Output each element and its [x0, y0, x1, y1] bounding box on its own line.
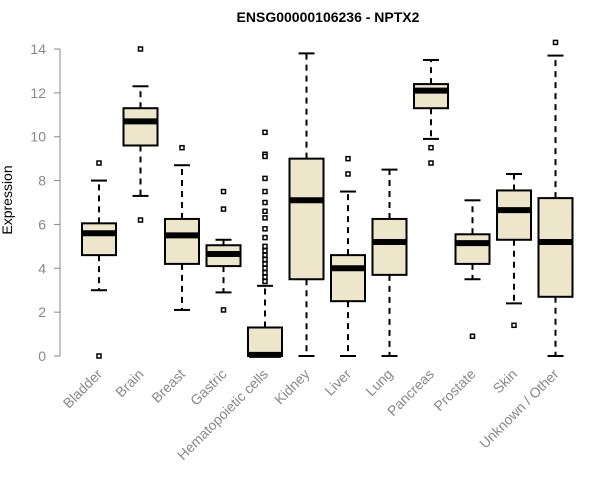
outlier-point: [262, 199, 268, 206]
box-prostate: [454, 199, 491, 340]
box-gastric: [205, 188, 242, 313]
outlier-point: [262, 256, 268, 263]
outlier-point: [262, 175, 268, 182]
x-category-label: Kidney: [271, 366, 313, 408]
box-brain: [122, 46, 159, 223]
box-iqr: [164, 217, 200, 265]
outlier-point: [345, 155, 351, 162]
outlier-point: [262, 252, 268, 258]
outlier-point: [137, 217, 144, 223]
x-category-label: Liver: [321, 366, 354, 399]
y-tick-label: 2: [38, 304, 46, 320]
x-category-label: Bladder: [60, 366, 106, 412]
outlier-point: [137, 46, 144, 52]
x-category-label: Unknown / Other: [476, 366, 562, 452]
box-iqr: [537, 197, 574, 298]
outlier-point: [262, 243, 268, 250]
outlier-point: [96, 353, 102, 359]
outlier-point: [262, 215, 268, 221]
y-tick-label: 0: [38, 348, 46, 364]
outlier-point: [96, 160, 102, 166]
x-category-label: Skin: [490, 366, 521, 397]
boxes-group: [81, 39, 574, 359]
outlier-point: [262, 188, 268, 195]
y-tick-label: 8: [38, 173, 46, 189]
box-kidney: [288, 52, 325, 357]
outlier-point: [262, 261, 268, 267]
outlier-point: [511, 322, 517, 329]
chart-title: ENSG00000106236 - NPTX2: [237, 9, 420, 25]
x-category-label: Prostate: [430, 366, 478, 414]
x-category-label: Brain: [112, 366, 146, 400]
y-axis: 0 2 4 6 8 10 12 14: [30, 41, 61, 364]
box-lung: [371, 168, 408, 357]
box-breast: [164, 144, 200, 311]
outlier-point: [262, 234, 268, 241]
box-iqr: [122, 107, 159, 147]
outlier-point: [262, 247, 268, 254]
y-axis-label: Expression: [0, 165, 15, 234]
outlier-point: [262, 226, 268, 232]
y-tick-label: 12: [30, 85, 46, 101]
outlier-point: [552, 39, 559, 46]
outlier-point: [345, 171, 351, 177]
outlier-point: [262, 274, 268, 280]
outlier-point: [262, 129, 268, 136]
box-iqr: [454, 233, 491, 265]
outlier-point: [220, 206, 227, 212]
outlier-point: [262, 153, 268, 160]
box-pancreas: [413, 58, 449, 166]
box-unknown-other: [537, 39, 574, 357]
outlier-point: [428, 144, 434, 151]
outlier-point: [262, 208, 268, 215]
outlier-point: [179, 144, 185, 151]
box-liver: [330, 155, 366, 357]
box-hematopoietic-cells: [247, 129, 283, 358]
box-bladder: [81, 160, 117, 359]
y-tick-label: 4: [38, 260, 46, 276]
y-tick-label: 14: [30, 41, 46, 57]
y-tick-label: 6: [38, 216, 46, 232]
outlier-point: [262, 278, 268, 285]
x-category-label: Breast: [148, 366, 188, 406]
box-iqr: [496, 189, 532, 241]
outlier-point: [469, 333, 476, 340]
box-iqr: [247, 326, 283, 358]
outlier-point: [428, 160, 434, 166]
outlier-point: [262, 269, 268, 276]
outlier-point: [262, 265, 268, 272]
box-skin: [496, 172, 532, 329]
y-tick-label: 10: [30, 129, 46, 145]
x-category-label: Lung: [362, 366, 395, 399]
box-iqr: [288, 157, 325, 281]
box-iqr: [371, 217, 408, 276]
box-iqr: [330, 254, 366, 303]
outlier-point: [220, 307, 227, 313]
outlier-point: [220, 188, 227, 195]
box-iqr: [81, 222, 117, 257]
